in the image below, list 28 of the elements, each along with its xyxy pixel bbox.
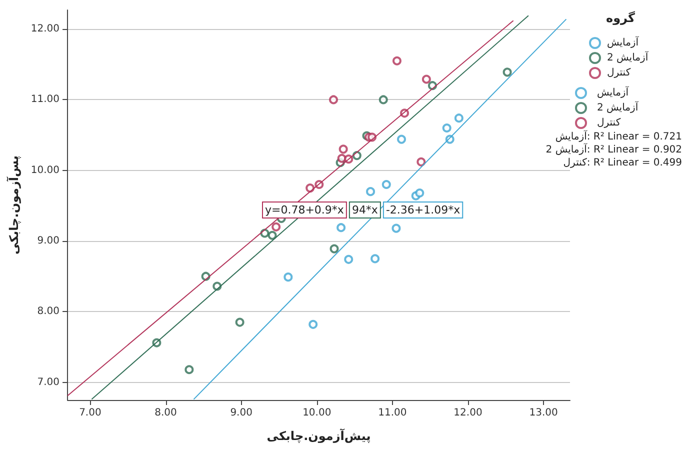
x-tick-label: 10.00 [302, 408, 332, 418]
annotation: -2.36+1.09*x [386, 204, 461, 216]
y-tick-label: 9.00 [37, 236, 60, 247]
y-tick-label: 12.00 [30, 24, 60, 35]
legend-label: کنترل [597, 118, 621, 128]
legend-label: آزمایش 2 [607, 50, 650, 64]
legend-title: گروه [606, 11, 636, 25]
y-tick-label: 10.00 [30, 164, 60, 176]
legend-label: کنترل [607, 68, 631, 78]
annotation: آزمایش: R² Linear = 0.721 [555, 130, 682, 142]
legend-label: آزمایش [597, 86, 630, 98]
y-tick-label: 7.00 [37, 376, 60, 388]
x-tick-label: 7.00 [79, 408, 102, 418]
x-tick-label: 13.00 [529, 408, 558, 418]
x-tick-label: 11.00 [378, 408, 407, 418]
annotation: y=0.78+0.9*x [265, 204, 344, 216]
x-axis-title: پیش‌آزمون.چابکی [266, 428, 371, 443]
x-tick-label: 9.00 [230, 408, 252, 418]
annotation: آزمایش 2: R² Linear = 0.902 [546, 142, 682, 156]
y-tick-label: 8.00 [37, 306, 60, 318]
x-tick-label: 8.00 [154, 408, 177, 418]
legend-label: آزمایش 2 [597, 100, 640, 114]
y-axis-title: پس‌آزمون.چابکی [6, 155, 21, 255]
annotation: 94*x [352, 204, 378, 216]
annotation: کنترل: R² Linear = 0.499 [563, 158, 682, 168]
y-tick-label: 11.00 [30, 94, 60, 106]
x-tick-label: 12.00 [454, 408, 482, 418]
legend-label: آزمایش [607, 36, 640, 48]
